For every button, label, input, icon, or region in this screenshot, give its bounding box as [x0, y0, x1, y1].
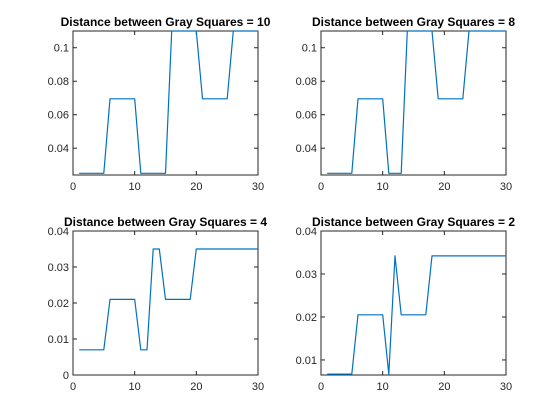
chart-title: Distance between Gray Squares = 10 — [61, 15, 271, 29]
y-tick-label: 0 — [63, 370, 69, 382]
y-tick-label: 0.1 — [54, 43, 69, 55]
subplot-1: Distance between Gray Squares = 10 0 10 20 3… — [48, 15, 271, 193]
y-tick-label: 0.06 — [296, 110, 317, 122]
y-tick-label: 0.03 — [296, 269, 317, 281]
x-tick-label: 30 — [500, 381, 512, 393]
x-tick-label: 20 — [190, 381, 202, 393]
y-tick-label: 0.04 — [296, 226, 317, 238]
y-tick-label: 0.03 — [48, 262, 69, 274]
x-tick-label: 0 — [318, 381, 324, 393]
series-line — [327, 255, 506, 375]
y-tick-label: 0.04 — [296, 143, 317, 155]
y-tick-label: 0.01 — [296, 355, 317, 367]
y-tick-label: 0.08 — [296, 76, 317, 88]
y-tick-label: 0.02 — [296, 312, 317, 324]
chart-title: Distance between Gray Squares = 2 — [312, 215, 515, 229]
x-tick-label: 10 — [129, 181, 141, 193]
x-tick-label: 30 — [252, 381, 264, 393]
y-tick-label: 0.02 — [48, 298, 69, 310]
y-tick-label: 0.04 — [48, 143, 69, 155]
x-tick-label: 30 — [252, 181, 264, 193]
y-tick-label: 0.01 — [48, 334, 69, 346]
subplot-4: Distance between Gray Squares = 2 0 10 20 30… — [296, 215, 516, 393]
axes-frame — [320, 230, 507, 376]
series-line — [327, 30, 506, 174]
x-tick-label: 0 — [70, 381, 76, 393]
y-tick-label: 0.08 — [48, 76, 69, 88]
axes-frame — [72, 230, 259, 376]
x-tick-label: 10 — [377, 181, 389, 193]
axes-frame — [320, 30, 507, 176]
axes-frame — [72, 30, 259, 176]
y-tick-label: 0.06 — [48, 110, 69, 122]
subplot-3: Distance between Gray Squares = 4 0 10 20 30… — [48, 215, 268, 393]
x-tick-label: 30 — [500, 181, 512, 193]
chart-title: Distance between Gray Squares = 8 — [312, 15, 515, 29]
series-line — [79, 248, 258, 351]
x-tick-label: 0 — [318, 181, 324, 193]
x-tick-label: 20 — [438, 181, 450, 193]
y-tick-label: 0.1 — [302, 43, 317, 55]
chart-title: Distance between Gray Squares = 4 — [64, 215, 267, 229]
x-tick-label: 20 — [438, 381, 450, 393]
x-tick-label: 0 — [70, 181, 76, 193]
x-tick-label: 10 — [377, 381, 389, 393]
series-line — [79, 30, 258, 174]
y-tick-label: 0.04 — [48, 226, 69, 238]
subplot-2: Distance between Gray Squares = 8 0 10 20 30… — [296, 15, 516, 193]
x-tick-label: 10 — [129, 381, 141, 393]
x-tick-label: 20 — [190, 181, 202, 193]
